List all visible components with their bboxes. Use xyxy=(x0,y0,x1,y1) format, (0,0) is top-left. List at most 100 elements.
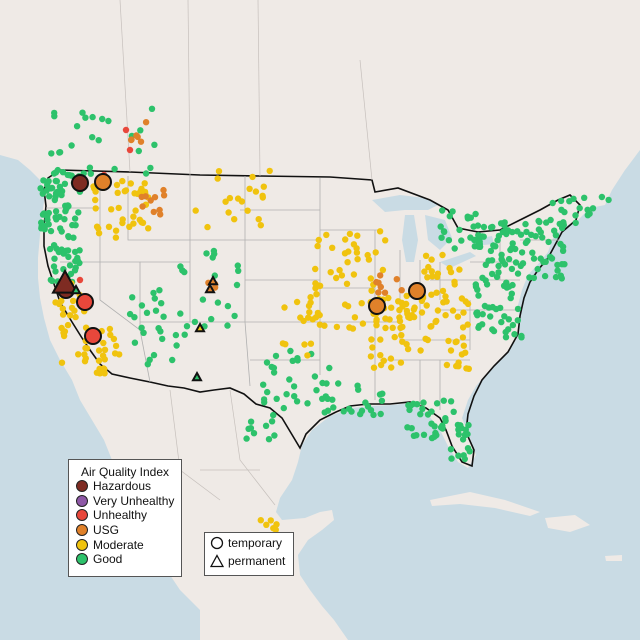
monitor-dot xyxy=(572,219,579,227)
legend-item-temporary: temporary xyxy=(210,535,293,551)
monitor-dot xyxy=(53,188,61,196)
monitor-dot xyxy=(589,205,597,212)
monitor-dot xyxy=(48,277,56,285)
monitor-dot xyxy=(326,364,333,372)
monitor-dot xyxy=(76,276,84,284)
monitor-dot xyxy=(111,165,118,173)
monitor-dot xyxy=(501,261,509,268)
monitor-dot xyxy=(475,292,482,299)
monitor-dot xyxy=(271,432,278,439)
monitor-dot xyxy=(425,263,432,271)
monitor-dot xyxy=(112,234,120,241)
monitor-dot xyxy=(137,138,145,145)
monitor-dot xyxy=(441,228,448,236)
monitor-dot xyxy=(304,400,311,407)
monitor-dot xyxy=(369,344,376,351)
monitor-dot xyxy=(44,181,51,188)
monitor-dot xyxy=(51,255,58,262)
monitor-dot xyxy=(581,194,588,201)
monitor-dot xyxy=(101,356,109,363)
monitor-dot xyxy=(474,286,481,293)
monitor-dot xyxy=(517,262,524,270)
monitor-dot xyxy=(365,256,373,263)
monitor-dot xyxy=(101,346,109,353)
monitor-dot xyxy=(398,332,405,339)
monitor-dot xyxy=(378,397,386,404)
monitor-dot xyxy=(95,347,103,354)
monitor-dot xyxy=(323,231,330,239)
monitor-dot xyxy=(387,355,395,362)
monitor-dot xyxy=(421,268,428,275)
monitor-dot xyxy=(512,259,520,266)
monitor-dot xyxy=(495,269,502,276)
monitor-dot xyxy=(58,297,65,305)
monitor-dot xyxy=(324,395,331,402)
monitor-dot xyxy=(234,195,242,202)
monitor-dot xyxy=(368,287,375,294)
monitor-dot xyxy=(70,234,77,241)
monitor-dot xyxy=(224,322,231,329)
monitor-dot xyxy=(114,189,121,196)
monitor-dot xyxy=(514,305,522,313)
monitor-dot xyxy=(449,307,457,314)
monitor-dot xyxy=(439,251,446,259)
monitor-dot xyxy=(101,370,108,377)
monitor-dot xyxy=(177,310,184,317)
monitor-dot xyxy=(87,170,95,177)
monitor-dot xyxy=(113,181,121,189)
monitor-dot xyxy=(447,446,455,453)
monitor-dot xyxy=(549,199,556,207)
monitor-dot xyxy=(464,445,472,452)
monitor-dot xyxy=(83,345,91,352)
monitor-dot xyxy=(72,313,79,321)
monitor-dot xyxy=(138,324,145,331)
monitor-dot xyxy=(445,337,452,345)
monitor-dot xyxy=(487,247,495,255)
monitor-dot xyxy=(558,206,565,213)
monitor-dot xyxy=(126,223,133,230)
monitor-dot xyxy=(156,206,163,214)
monitor-dot xyxy=(289,357,296,364)
monitor-dot xyxy=(413,401,421,408)
monitor-dot xyxy=(59,305,66,312)
monitor-dot xyxy=(448,455,455,462)
monitor-dot xyxy=(408,312,416,319)
legend-label: Very Unhealthy xyxy=(93,493,175,508)
monitor-dot xyxy=(100,365,107,372)
monitor-dot xyxy=(129,294,136,301)
monitor-dot xyxy=(270,411,277,419)
legend-item-usg: USG xyxy=(76,523,181,538)
monitor-dot xyxy=(351,314,359,321)
monitor-dot xyxy=(509,321,517,329)
monitor-dot xyxy=(156,287,163,294)
monitor-dot xyxy=(511,331,518,338)
legend-item-very-unhealthy: Very Unhealthy xyxy=(76,494,181,509)
monitor-dot xyxy=(341,250,349,257)
monitor-dot xyxy=(358,300,365,307)
lake-erie xyxy=(440,252,476,268)
monitor-dot xyxy=(367,275,374,282)
monitor-dot xyxy=(268,363,275,371)
monitor-dot xyxy=(152,307,160,314)
monitor-dot xyxy=(40,177,47,184)
monitor-dot xyxy=(536,218,543,226)
monitor-dot xyxy=(169,356,176,364)
monitor-dot xyxy=(584,212,591,219)
monitor-dot xyxy=(64,321,72,329)
monitor-dot xyxy=(160,192,168,199)
monitor-dot xyxy=(508,265,516,273)
monitor-dot xyxy=(428,256,435,263)
monitor-dot xyxy=(246,185,253,192)
monitor-dot xyxy=(343,280,351,287)
monitor-dot xyxy=(151,194,159,201)
monitor-dot xyxy=(382,324,389,332)
monitor-dot xyxy=(48,150,55,157)
monitor-dot xyxy=(559,247,567,254)
hazardous-swatch xyxy=(76,480,88,493)
monitor-dot xyxy=(434,307,442,314)
monitor-dot xyxy=(72,257,79,265)
monitor-dot xyxy=(89,113,96,121)
monitor-dot xyxy=(471,243,478,250)
monitor-dot xyxy=(231,216,238,223)
monitor-dot xyxy=(281,304,288,311)
